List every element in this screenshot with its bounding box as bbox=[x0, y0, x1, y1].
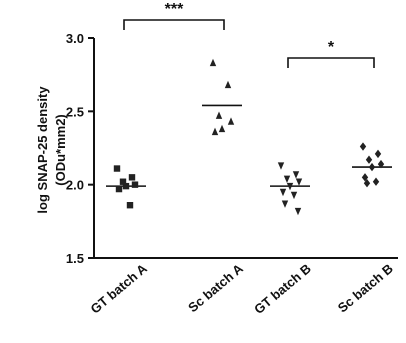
significance-label: *** bbox=[165, 1, 184, 18]
data-point bbox=[277, 162, 285, 170]
data-point bbox=[374, 149, 382, 159]
x-tick-label: Sc batch A bbox=[185, 260, 246, 315]
data-point bbox=[283, 175, 291, 183]
data-point bbox=[224, 80, 232, 89]
data-point bbox=[227, 117, 235, 125]
data-point bbox=[119, 178, 127, 185]
plot-area: 1.5 2.0 2.5 3.0 GT batch A Sc batch A GT batch… bbox=[66, 1, 398, 317]
data-point bbox=[215, 111, 223, 119]
significance-bracket bbox=[287, 57, 375, 68]
y-axis-label-line1: log SNAP-25 density bbox=[35, 86, 50, 214]
y-tick-label: 2.5 bbox=[66, 104, 84, 119]
significance-label: * bbox=[328, 39, 335, 56]
data-point bbox=[290, 191, 298, 200]
data-point bbox=[295, 178, 303, 186]
data-point bbox=[211, 127, 219, 136]
data-point bbox=[128, 174, 136, 181]
data-point bbox=[365, 155, 373, 164]
data-point bbox=[359, 142, 367, 151]
x-tick-label: GT batch B bbox=[251, 261, 314, 317]
data-point bbox=[286, 182, 294, 191]
data-point bbox=[292, 171, 300, 179]
data-point bbox=[218, 124, 226, 133]
data-point bbox=[294, 207, 302, 216]
data-point bbox=[279, 188, 287, 197]
significance-bracket bbox=[123, 19, 225, 30]
y-tick-label: 3.0 bbox=[66, 31, 84, 46]
data-point bbox=[115, 185, 123, 193]
data-point bbox=[361, 173, 369, 182]
data-point bbox=[281, 200, 289, 208]
data-point bbox=[209, 58, 217, 67]
y-tick-label: 2.0 bbox=[66, 178, 84, 193]
data-point bbox=[122, 182, 130, 190]
data-point bbox=[131, 181, 139, 188]
data-point bbox=[377, 159, 385, 169]
data-point bbox=[368, 162, 376, 172]
data-point bbox=[372, 177, 380, 186]
x-tick-label: GT batch A bbox=[88, 260, 151, 316]
data-point bbox=[113, 165, 121, 172]
y-tick-label: 1.5 bbox=[66, 251, 84, 266]
data-point bbox=[363, 179, 371, 188]
data-point bbox=[126, 202, 134, 209]
y-axis-label-line2: (ODu*mm2) bbox=[53, 114, 68, 186]
x-tick-label: Sc batch B bbox=[335, 261, 396, 316]
